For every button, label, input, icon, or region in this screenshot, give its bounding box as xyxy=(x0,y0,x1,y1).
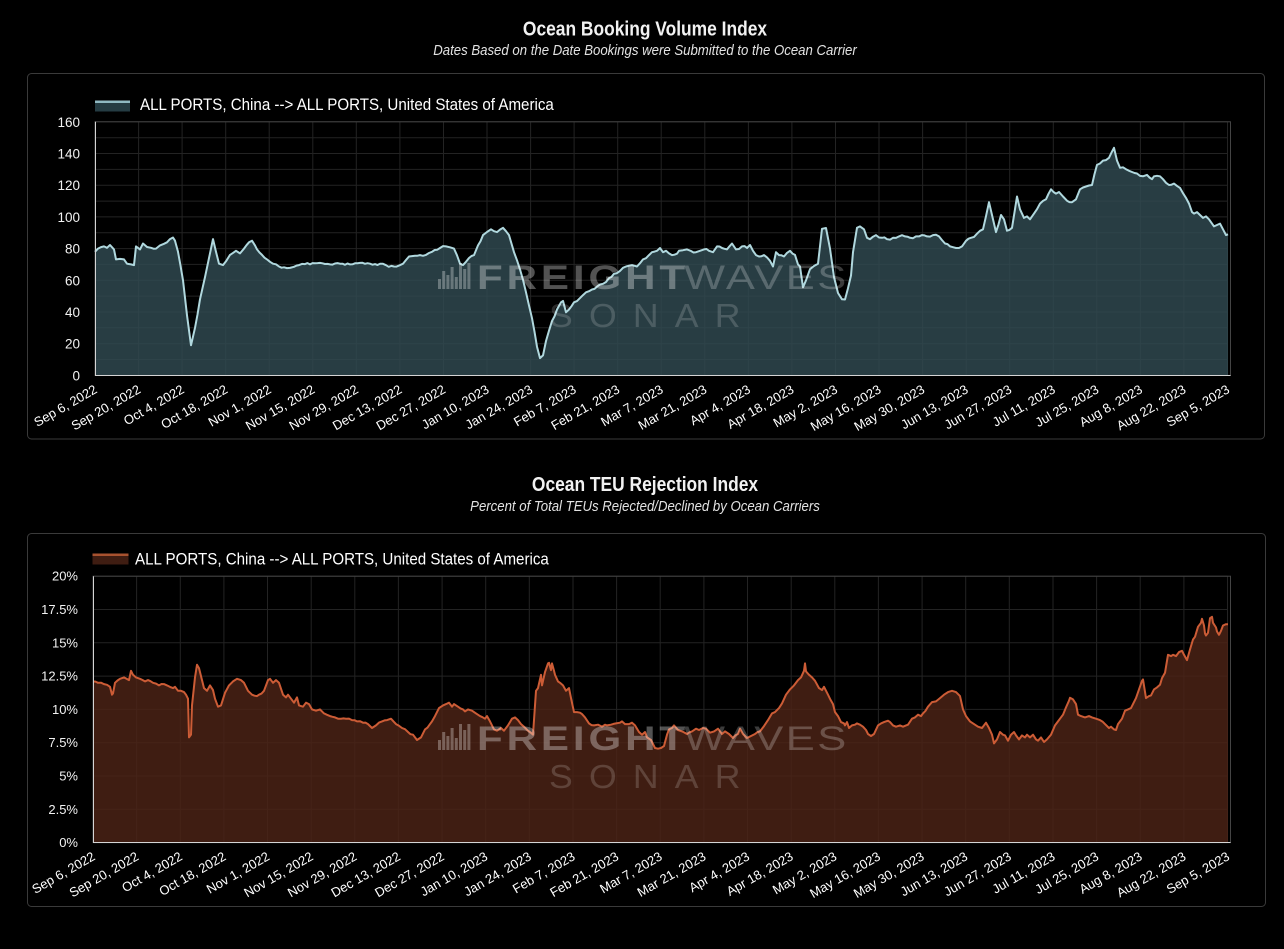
svg-text:SONAR: SONAR xyxy=(549,298,757,335)
svg-text:120: 120 xyxy=(57,178,80,193)
svg-text:60: 60 xyxy=(65,273,80,288)
svg-text:0%: 0% xyxy=(59,835,78,850)
svg-text:Ocean Booking Volume Index: Ocean Booking Volume Index xyxy=(523,17,768,39)
svg-text:15%: 15% xyxy=(52,635,78,650)
svg-text:Ocean TEU Rejection Index: Ocean TEU Rejection Index xyxy=(532,473,759,495)
svg-text:20%: 20% xyxy=(52,569,78,584)
svg-text:Percent of Total TEUs Rejected: Percent of Total TEUs Rejected/Declined … xyxy=(470,497,820,514)
svg-text:ALL PORTS, China --> ALL PORTS: ALL PORTS, China --> ALL PORTS, United S… xyxy=(140,95,554,114)
svg-text:FREIGHT: FREIGHT xyxy=(477,259,689,298)
svg-text:ALL PORTS, China --> ALL PORTS: ALL PORTS, China --> ALL PORTS, United S… xyxy=(135,550,549,569)
svg-text:2.5%: 2.5% xyxy=(48,802,78,817)
svg-text:100: 100 xyxy=(57,210,80,225)
svg-text:7.5%: 7.5% xyxy=(48,735,78,750)
svg-text:SONAR: SONAR xyxy=(549,759,757,796)
svg-text:20: 20 xyxy=(65,337,80,352)
svg-text:140: 140 xyxy=(57,147,80,162)
svg-text:17.5%: 17.5% xyxy=(41,602,78,617)
svg-text:12.5%: 12.5% xyxy=(41,669,78,684)
svg-text:40: 40 xyxy=(65,305,80,320)
svg-text:Dates Based on the Date Bookin: Dates Based on the Date Bookings were Su… xyxy=(433,41,858,58)
svg-text:5%: 5% xyxy=(59,769,78,784)
svg-text:0: 0 xyxy=(72,368,80,383)
svg-text:80: 80 xyxy=(65,242,80,257)
svg-text:WAVES: WAVES xyxy=(684,719,849,758)
svg-text:10%: 10% xyxy=(52,702,78,717)
svg-text:WAVES: WAVES xyxy=(684,258,849,297)
svg-text:160: 160 xyxy=(57,115,80,130)
svg-text:FREIGHT: FREIGHT xyxy=(477,720,689,759)
